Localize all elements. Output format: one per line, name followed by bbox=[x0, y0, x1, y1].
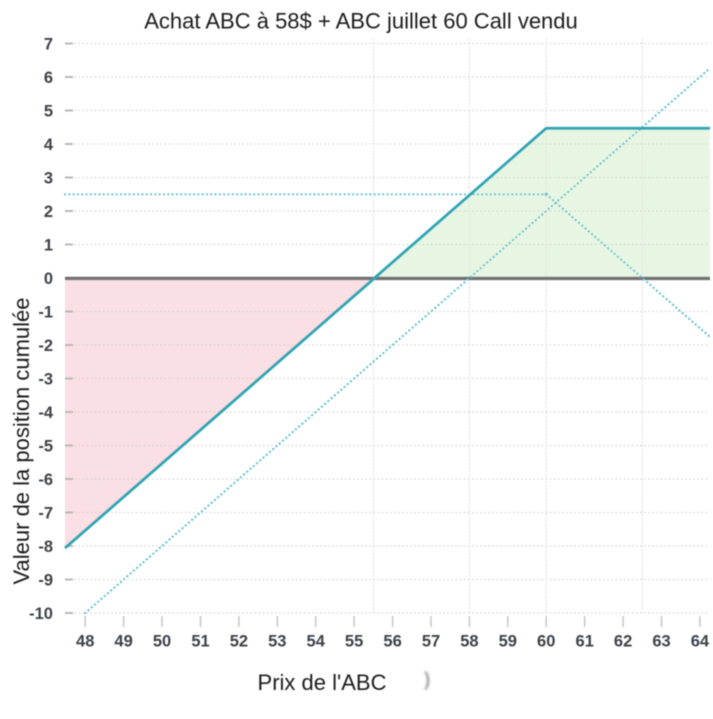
svg-text:-1: -1 bbox=[38, 304, 53, 322]
svg-text:60: 60 bbox=[537, 633, 555, 651]
svg-text:-4: -4 bbox=[38, 404, 53, 422]
svg-text:6: 6 bbox=[44, 69, 53, 87]
svg-text:50: 50 bbox=[153, 633, 171, 651]
svg-text:57: 57 bbox=[422, 633, 440, 651]
svg-text:7: 7 bbox=[44, 36, 53, 54]
svg-text:52: 52 bbox=[230, 633, 248, 651]
svg-text:-7: -7 bbox=[38, 505, 53, 523]
svg-text:5: 5 bbox=[44, 103, 53, 121]
svg-text:Prix de l'ABC: Prix de l'ABC bbox=[258, 670, 387, 695]
svg-text:): ) bbox=[424, 670, 430, 691]
svg-text:54: 54 bbox=[307, 633, 326, 651]
svg-text:0: 0 bbox=[44, 270, 53, 288]
svg-text:3: 3 bbox=[44, 170, 53, 188]
svg-text:59: 59 bbox=[499, 633, 517, 651]
svg-text:51: 51 bbox=[191, 633, 209, 651]
svg-text:62: 62 bbox=[614, 633, 632, 651]
svg-text:Valeur de la position cumulée: Valeur de la position cumulée bbox=[9, 298, 34, 585]
svg-text:61: 61 bbox=[576, 633, 594, 651]
svg-text:48: 48 bbox=[76, 633, 94, 651]
svg-text:-10: -10 bbox=[29, 605, 53, 623]
svg-text:-5: -5 bbox=[38, 438, 53, 456]
svg-text:49: 49 bbox=[114, 633, 132, 651]
svg-text:-8: -8 bbox=[38, 538, 53, 556]
svg-text:-3: -3 bbox=[38, 371, 53, 389]
svg-text:64: 64 bbox=[691, 633, 710, 651]
svg-text:-9: -9 bbox=[38, 572, 53, 590]
svg-text:1: 1 bbox=[44, 237, 53, 255]
svg-text:Achat ABC à 58$ + ABC juillet: Achat ABC à 58$ + ABC juillet 60 Call ve… bbox=[144, 9, 578, 34]
svg-text:56: 56 bbox=[383, 633, 401, 651]
svg-text:-2: -2 bbox=[38, 337, 53, 355]
svg-text:63: 63 bbox=[652, 633, 670, 651]
svg-text:-6: -6 bbox=[38, 471, 53, 489]
svg-text:53: 53 bbox=[268, 633, 286, 651]
svg-text:2: 2 bbox=[44, 203, 53, 221]
svg-text:4: 4 bbox=[44, 136, 54, 154]
svg-text:58: 58 bbox=[460, 633, 478, 651]
svg-text:55: 55 bbox=[345, 633, 363, 651]
